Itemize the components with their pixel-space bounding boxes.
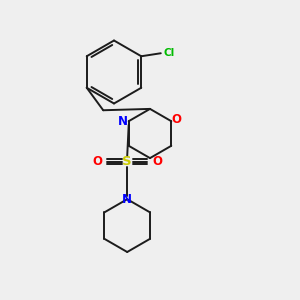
Text: Cl: Cl: [163, 48, 174, 58]
Text: N: N: [122, 193, 132, 206]
Text: S: S: [122, 155, 132, 168]
Text: O: O: [152, 155, 162, 168]
Text: N: N: [118, 115, 128, 128]
Text: O: O: [172, 113, 182, 126]
Text: O: O: [92, 155, 103, 168]
